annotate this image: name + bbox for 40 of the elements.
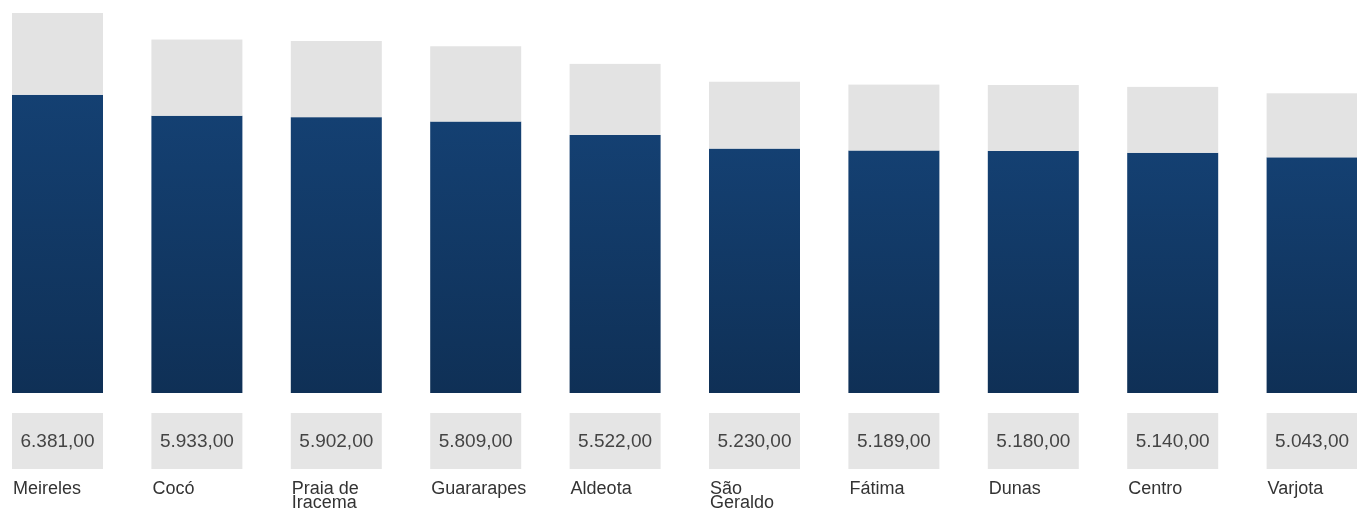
bar [709, 148, 800, 393]
bar [430, 121, 522, 393]
x-tick-label: Varjota [1267, 478, 1325, 498]
data-label: 5.933,00 [159, 430, 234, 451]
bar [12, 94, 103, 393]
x-tick-label: Aldeota [570, 478, 633, 498]
bar [430, 46, 522, 122]
x-tick-label: Dunas [988, 478, 1041, 498]
data-label: 5.902,00 [299, 430, 374, 451]
bar [848, 84, 940, 151]
x-tick-label: Guararapes [431, 478, 527, 498]
data-label: 6.381,00 [20, 430, 95, 451]
x-tick-label: Cocó [152, 478, 195, 498]
x-tick-label: Praia de Iracema [291, 478, 359, 511]
data-label: 5.140,00 [1135, 430, 1210, 451]
bar [151, 115, 243, 393]
data-label: 5.180,00 [996, 430, 1071, 451]
bar [569, 63, 661, 135]
data-label: 5.809,00 [438, 430, 513, 451]
bar [987, 150, 1079, 393]
data-label: 5.189,00 [856, 430, 931, 451]
bar [987, 85, 1079, 151]
bar [151, 39, 243, 116]
x-tick-label: Centro [1128, 478, 1183, 498]
bar [1266, 157, 1357, 393]
data-label: 5.522,00 [578, 430, 653, 451]
bar [12, 13, 103, 95]
bar [709, 81, 800, 149]
bar [1127, 152, 1219, 393]
data-label: 5.230,00 [717, 430, 792, 451]
x-tick-label: Fátima [849, 478, 906, 498]
bar [290, 117, 382, 393]
bar [569, 134, 661, 393]
x-tick-label: São Geraldo [710, 478, 775, 511]
bar [1127, 86, 1219, 153]
x-tick-label: Meireles [13, 478, 82, 498]
data-label: 5.043,00 [1275, 430, 1350, 451]
bar [290, 40, 382, 118]
bar [1266, 93, 1357, 158]
bar [848, 150, 940, 393]
